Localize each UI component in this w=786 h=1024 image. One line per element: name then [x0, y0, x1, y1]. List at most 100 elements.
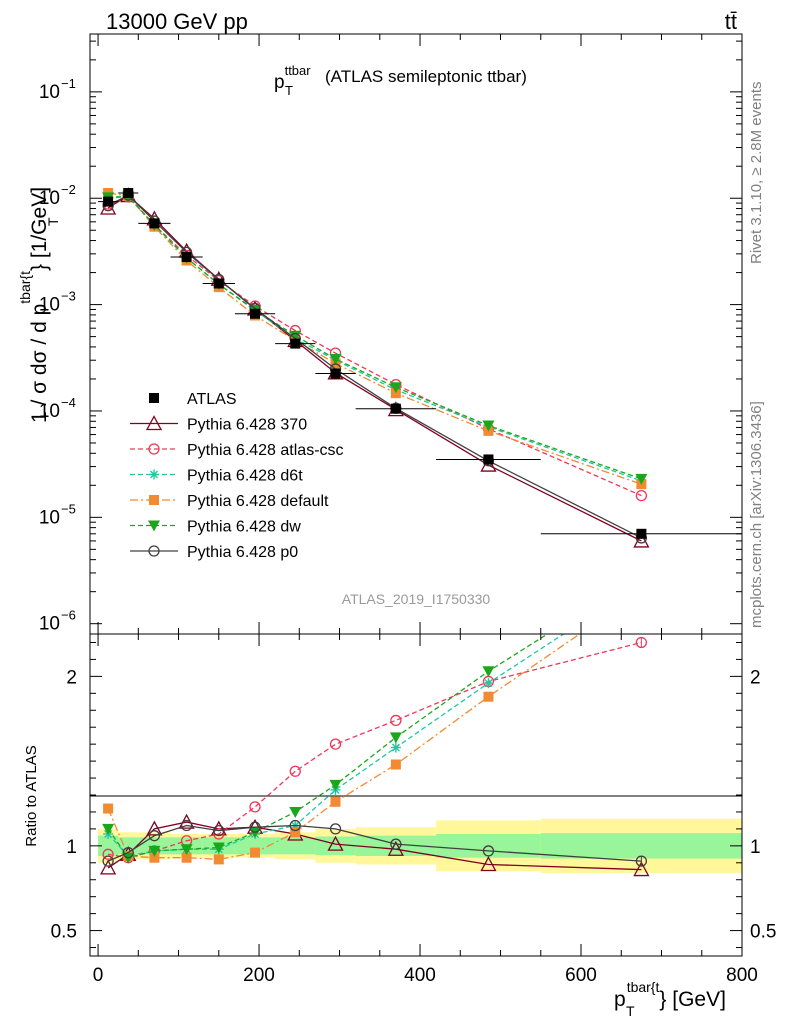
data-point-shape	[290, 338, 301, 349]
ratio-point	[387, 840, 404, 856]
ratio-point	[482, 666, 495, 678]
series-point-shape	[635, 473, 648, 485]
ratio-point	[102, 848, 114, 860]
legend-marker-shape	[149, 393, 159, 403]
ratio-point	[390, 742, 401, 753]
ratio-point	[149, 852, 160, 863]
ratio-point-shape	[480, 856, 497, 872]
ratio-point-shape	[387, 840, 404, 856]
ratio-point	[100, 859, 117, 875]
ratio-point-shape	[391, 743, 400, 752]
legend-marker	[149, 469, 159, 480]
data-point	[213, 278, 224, 289]
ratio-point-shape	[100, 859, 117, 875]
series-point	[289, 330, 302, 342]
ratio-point-shape	[482, 845, 495, 857]
main-series-group	[100, 187, 650, 548]
y-tick-label: 10	[39, 82, 60, 103]
data-point	[103, 196, 114, 207]
legend-marker-shape	[148, 443, 160, 455]
chart-title-sub: T	[285, 83, 293, 98]
ratio-point-shape	[329, 823, 342, 835]
data-point-shape	[149, 218, 160, 229]
ratio-point	[102, 823, 115, 835]
series-line-3	[108, 192, 642, 485]
x-label-var: p	[614, 988, 626, 1011]
series-point-shape	[482, 420, 495, 432]
ratio-point-shape	[327, 835, 344, 851]
x-tick-label: 0	[93, 965, 104, 986]
ratio-point	[102, 855, 114, 867]
ratio-point-shape	[102, 848, 114, 860]
ratio-y-tick-label: 1	[66, 837, 77, 858]
data-point-shape	[181, 252, 192, 263]
ratio-point-shape	[210, 820, 227, 836]
legend-label: Pythia 6.428 default	[187, 493, 329, 510]
ratio-point-shape	[289, 819, 301, 832]
ratio-point-shape	[250, 847, 261, 858]
y-tick-label: 10	[39, 295, 60, 316]
legend-marker-shape	[149, 470, 159, 479]
ratio-point-shape	[289, 765, 301, 777]
ratio-point	[210, 820, 227, 836]
ratio-point	[146, 820, 163, 836]
x-tick-label: 400	[404, 965, 436, 986]
series-point-shape	[329, 353, 342, 365]
ratio-line-4	[107, 634, 549, 859]
y-tick-exponent: −3	[61, 289, 76, 304]
ratio-point	[390, 838, 402, 850]
uncertainty-band-inner	[98, 835, 119, 857]
uncertainty-band-inner	[234, 837, 276, 855]
data-point	[290, 338, 301, 349]
y-tick-exponent: −1	[61, 76, 76, 91]
legend-marker	[149, 495, 159, 505]
legend-marker	[149, 393, 159, 403]
data-point-shape	[250, 308, 261, 319]
atlas-data-points	[98, 187, 742, 539]
ratio-point-shape	[212, 842, 225, 854]
ratio-point	[180, 819, 193, 832]
ratio-point-shape	[213, 828, 225, 840]
series-line-2	[108, 195, 642, 482]
ratio-point	[249, 801, 261, 813]
uncertainty-band-inner	[355, 835, 437, 857]
ratio-point	[390, 759, 401, 770]
data-point	[149, 218, 160, 229]
legend-entry: Pythia 6.428 370	[130, 415, 307, 434]
y-label-main: 1 / σ dσ / d p	[28, 304, 51, 423]
ratio-y-tick-label-right: 2	[750, 667, 761, 688]
legend-marker	[148, 443, 160, 455]
analysis-watermark: ATLAS_2019_I1750330	[342, 591, 491, 607]
ratio-point	[327, 835, 344, 851]
svg-text:1 / σ dσ / d ptbar{t} [1/GeV]: 1 / σ dσ / d ptbar{t} [1/GeV]	[17, 187, 51, 423]
ratio-point-shape	[148, 830, 161, 842]
data-point-shape	[213, 278, 224, 289]
y-tick-label: 10	[39, 507, 60, 528]
legend-entry: ATLAS	[149, 391, 237, 408]
ratio-point-shape	[330, 796, 341, 807]
ratio-point	[635, 855, 648, 867]
series-line-5	[107, 194, 642, 539]
ratio-point	[482, 845, 495, 857]
y-tick-label: 10	[39, 614, 60, 635]
series-point	[389, 382, 402, 394]
series-point	[635, 473, 648, 485]
data-point	[250, 308, 261, 319]
ratio-point-shape	[635, 855, 648, 867]
legend-entry: Pythia 6.428 p0	[130, 544, 298, 561]
ratio-point-shape	[213, 824, 225, 837]
legend-label: Pythia 6.428 d6t	[187, 468, 303, 485]
ratio-y-tick-label-right: 1	[750, 837, 761, 858]
legend-marker-shape	[149, 495, 159, 505]
ratio-point-shape	[389, 732, 402, 744]
ratio-point	[330, 796, 341, 807]
x-label-tail: } [GeV]	[659, 988, 726, 1011]
ratio-point-shape	[180, 819, 193, 832]
ratio-point	[483, 678, 494, 689]
side-label-rivet: Rivet 3.1.10, ≥ 2.8M events	[748, 82, 765, 265]
ratio-point-shape	[102, 855, 114, 867]
series-point-shape	[389, 382, 402, 394]
legend-marker	[148, 545, 160, 557]
ratio-point-shape	[290, 827, 301, 838]
